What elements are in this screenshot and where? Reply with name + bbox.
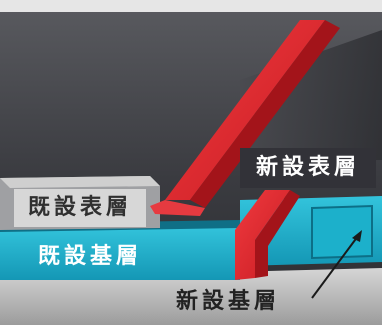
existing-base-layer-block [0,226,240,280]
ground-layer [0,268,382,325]
label-existing-surface-layer: 既設表層 [14,189,146,227]
new-base-arrow-head [352,230,362,242]
new-surface-red-wall [165,20,325,200]
top-strip [0,0,382,12]
label-new-base-layer: 新設基層 [176,289,281,314]
new-base-arrow-line [311,235,359,299]
new-base-red-wall [235,190,290,280]
label-new-surface-layer: 新設表層 [240,148,376,188]
new-base-red-wall-side [255,190,300,278]
new-base-inset [311,204,373,260]
new-surface-red-wall-side [190,20,340,208]
existing-surface-top [0,176,160,188]
new-surface-red-foot [150,200,205,216]
label-existing-base-layer: 既設基層 [38,244,143,269]
back-wall [240,30,382,160]
